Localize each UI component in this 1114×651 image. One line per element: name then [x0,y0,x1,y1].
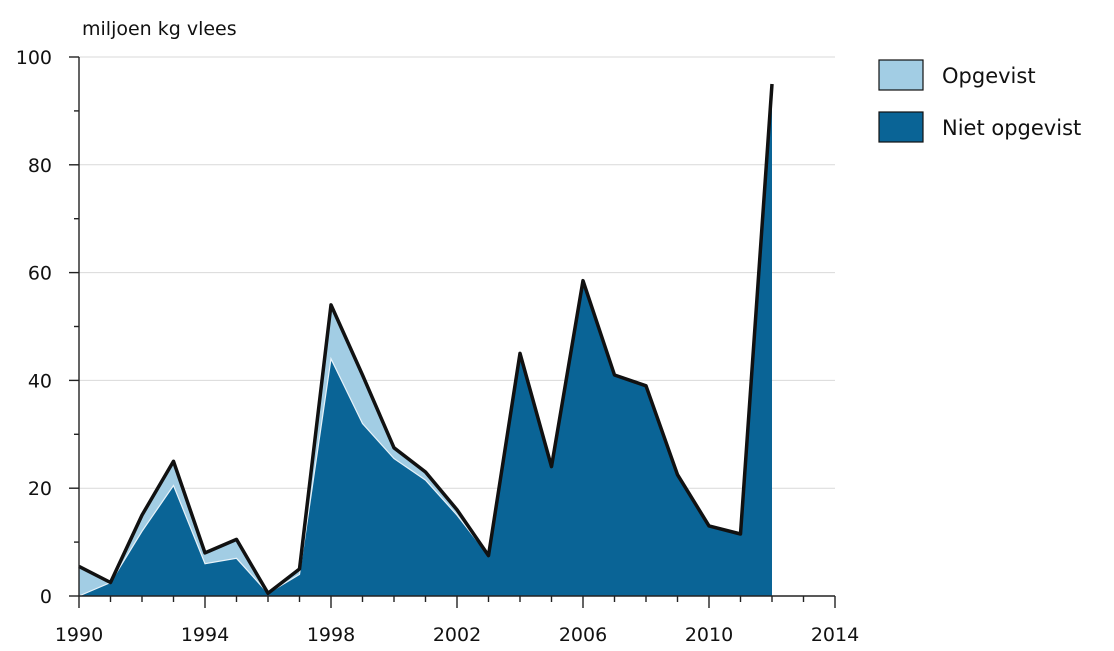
x-tick-label: 1990 [55,624,103,646]
y-tick-label: 100 [16,47,52,69]
legend: Opgevist Niet opgevist [878,59,1081,143]
y-tick-label: 60 [28,263,52,285]
x-tick-label: 1998 [307,624,355,646]
area-niet-opgevist [79,84,772,596]
x-tick-label: 2002 [433,624,481,646]
tick-labels: 0 20 40 60 80 100 1990 1994 1998 2002 2006 2010 2014 [16,47,859,646]
legend-label-niet-opgevist: Niet opgevist [942,116,1081,140]
y-tick-label: 20 [28,478,52,500]
axes [69,56,836,608]
plot-areas [78,83,774,597]
y-tick-label: 80 [28,155,52,177]
y-tick-label: 40 [28,370,52,392]
x-tick-label: 2010 [685,624,733,646]
x-tick-label: 1994 [181,624,229,646]
legend-label-opgevist: Opgevist [942,64,1036,88]
x-tick-label: 2006 [559,624,607,646]
legend-swatch-opgevist [878,59,924,91]
y-tick-label: 0 [40,586,52,608]
grid-lines [79,56,835,489]
total-outline [78,83,774,596]
legend-swatch-niet-opgevist [878,111,924,143]
y-axis-label: miljoen kg vlees [82,18,237,40]
x-tick-label: 2014 [811,624,859,646]
